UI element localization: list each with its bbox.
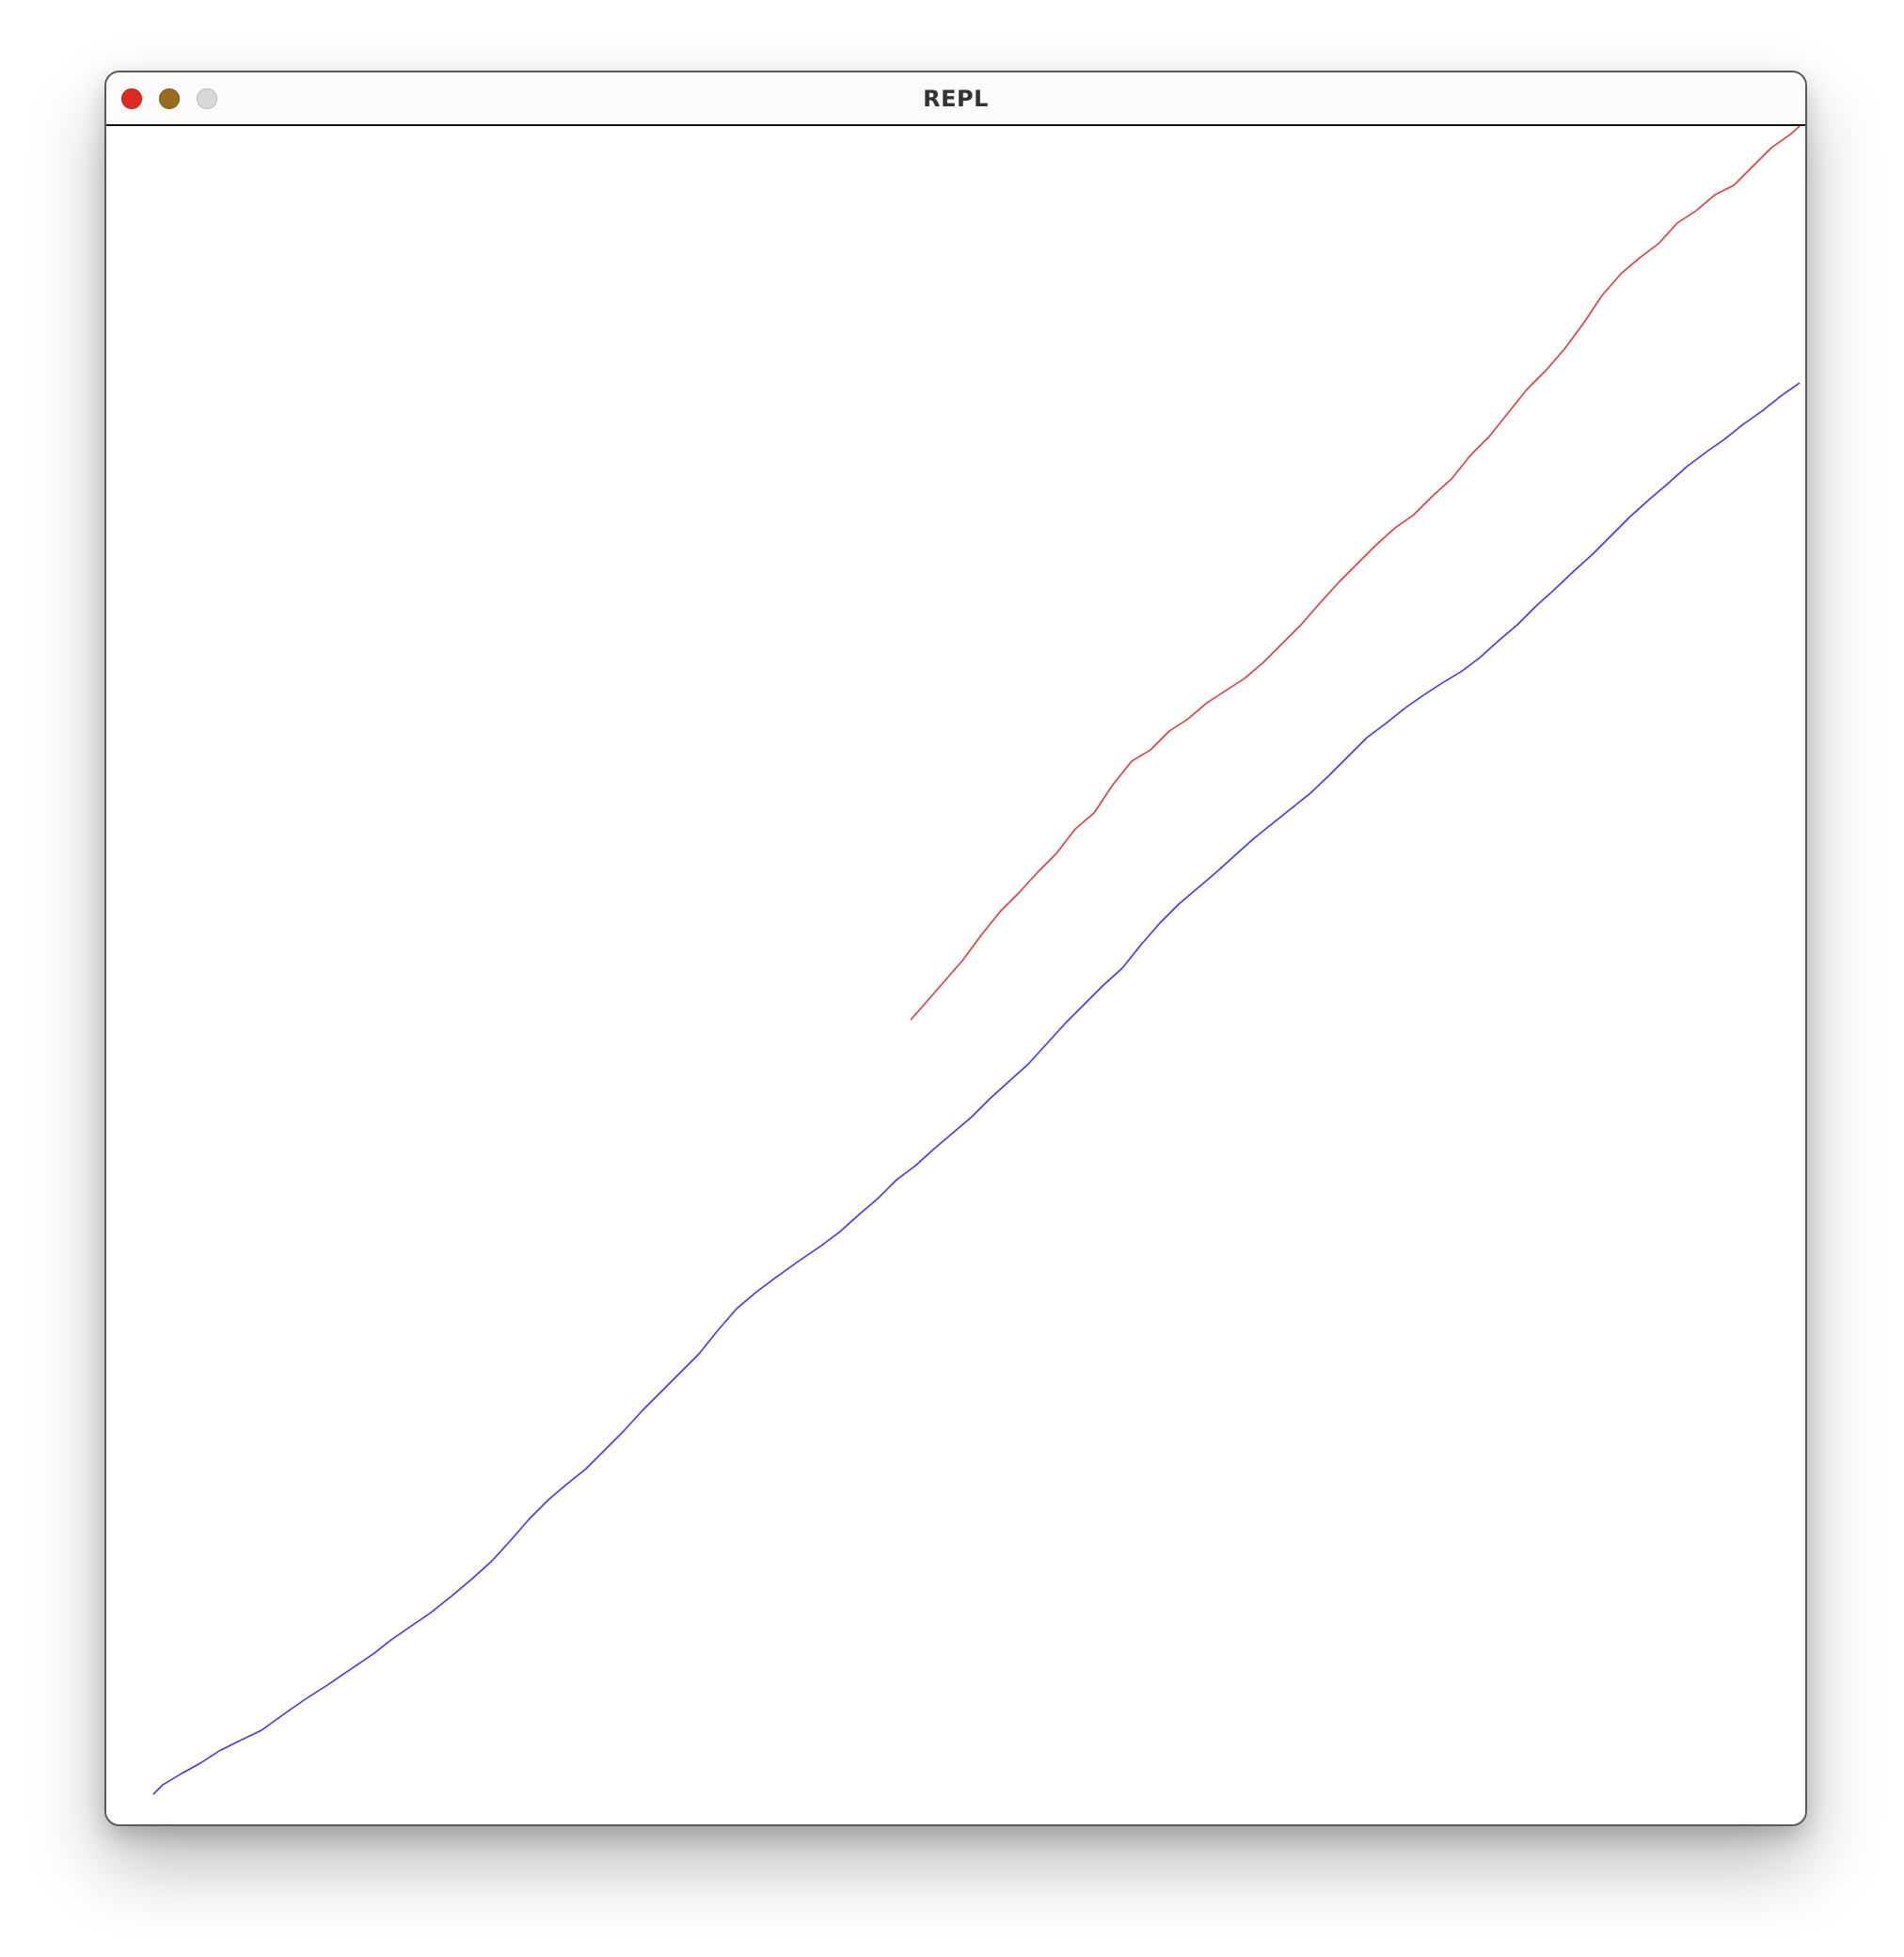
plot-svg: [152, 126, 1801, 1795]
minimize-traffic-light-icon[interactable]: [159, 88, 180, 109]
zoom-traffic-light-icon[interactable]: [197, 88, 217, 109]
title-bar[interactable]: REPL: [106, 72, 1805, 126]
window-title: REPL: [923, 86, 989, 112]
series-line-1: [910, 126, 1801, 1021]
series-line-0: [152, 382, 1801, 1795]
close-traffic-light-icon[interactable]: [121, 88, 142, 109]
plot-canvas: [106, 126, 1805, 1824]
repl-window: REPL: [104, 71, 1807, 1826]
